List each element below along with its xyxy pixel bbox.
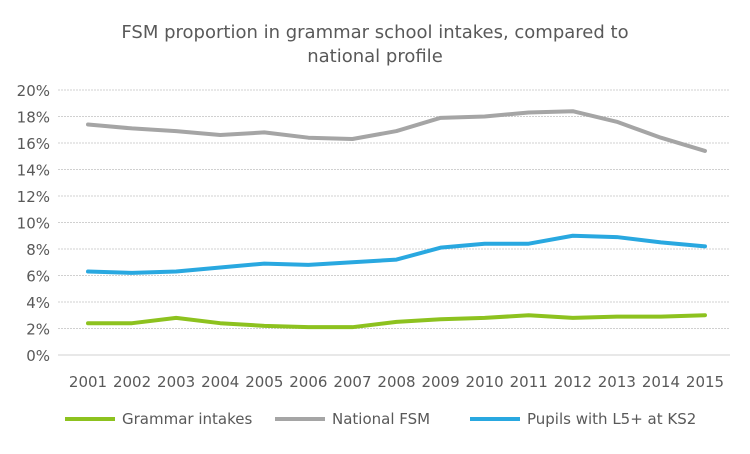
x-tick-label: 2012 (554, 373, 592, 391)
y-tick-label: 0% (26, 347, 50, 365)
x-tick-label: 2007 (333, 373, 371, 391)
series-line-2 (86, 233, 707, 275)
y-tick-label: 16% (17, 135, 50, 153)
x-tick-label: 2011 (510, 373, 548, 391)
chart-title-line-1: FSM proportion in grammar school intakes… (121, 22, 628, 43)
x-tick-label: 2015 (686, 373, 724, 391)
series-line-0 (86, 313, 707, 330)
y-tick-label: 12% (17, 188, 50, 206)
x-tick-label: 2006 (289, 373, 327, 391)
y-tick-label: 14% (17, 162, 50, 180)
legend-label: Grammar intakes (122, 410, 252, 428)
series-line-1 (86, 109, 707, 153)
legend-label: Pupils with L5+ at KS2 (527, 410, 696, 428)
x-tick-label: 2013 (598, 373, 636, 391)
y-tick-label: 4% (26, 294, 50, 312)
x-tick-label: 2001 (69, 373, 107, 391)
x-tick-label: 2003 (157, 373, 195, 391)
y-tick-label: 18% (17, 109, 50, 127)
x-tick-label: 2008 (377, 373, 415, 391)
y-tick-label: 6% (26, 268, 50, 286)
y-tick-label: 2% (26, 321, 50, 339)
x-tick-label: 2010 (466, 373, 504, 391)
legend-label: National FSM (332, 410, 430, 428)
x-tick-label: 2014 (642, 373, 680, 391)
y-tick-label: 8% (26, 241, 50, 259)
x-tick-label: 2002 (113, 373, 151, 391)
x-tick-label: 2004 (201, 373, 239, 391)
chart-title-line-2: national profile (307, 46, 443, 67)
y-tick-label: 10% (17, 215, 50, 233)
y-tick-label: 20% (17, 82, 50, 100)
x-tick-label: 2009 (421, 373, 459, 391)
x-tick-label: 2005 (245, 373, 283, 391)
